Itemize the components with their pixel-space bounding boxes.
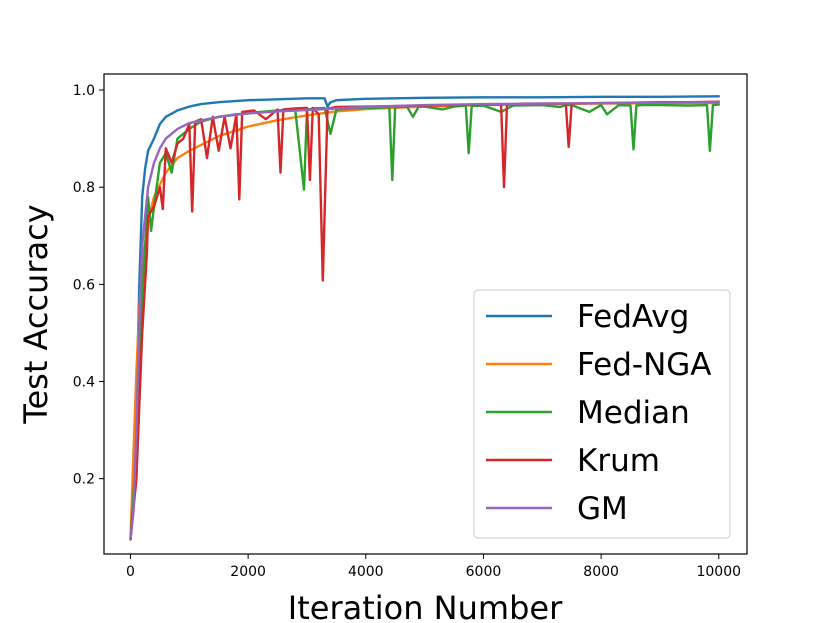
legend-box bbox=[473, 289, 731, 539]
x-tick-label: 4000 bbox=[348, 564, 384, 580]
x-tick-label: 10000 bbox=[696, 564, 741, 580]
legend-label-median: Median bbox=[577, 395, 690, 431]
legend-label-gm: GM bbox=[577, 491, 628, 527]
y-tick-label: 0.2 bbox=[73, 472, 95, 488]
x-tick-label: 2000 bbox=[230, 564, 266, 580]
legend: FedAvg Fed-NGA Median Krum GM bbox=[473, 289, 731, 539]
x-tick-label: 8000 bbox=[583, 564, 619, 580]
x-axis-title: Iteration Number bbox=[288, 589, 563, 623]
legend-label-fed-nga: Fed-NGA bbox=[577, 347, 712, 383]
series-line-fedavg bbox=[129, 95, 720, 541]
legend-label-fedavg: FedAvg bbox=[577, 299, 689, 335]
y-tick-label: 0.4 bbox=[73, 375, 95, 391]
series-layer bbox=[129, 95, 720, 541]
plot-area-frame bbox=[103, 73, 748, 555]
y-tick-label: 1.0 bbox=[73, 83, 95, 99]
x-tick-label: 0 bbox=[126, 564, 135, 580]
legend-label-krum: Krum bbox=[577, 443, 660, 479]
x-axis-ticks: 0 2000 4000 6000 8000 10000 bbox=[126, 554, 741, 580]
y-tick-label: 0.6 bbox=[73, 277, 95, 293]
series-line-gm bbox=[129, 100, 720, 541]
y-tick-label: 0.8 bbox=[73, 180, 95, 196]
y-axis-ticks: 0.2 0.4 0.6 0.8 1.0 bbox=[73, 83, 104, 488]
y-axis-title: Test Accuracy bbox=[17, 204, 55, 424]
x-tick-label: 6000 bbox=[466, 564, 502, 580]
